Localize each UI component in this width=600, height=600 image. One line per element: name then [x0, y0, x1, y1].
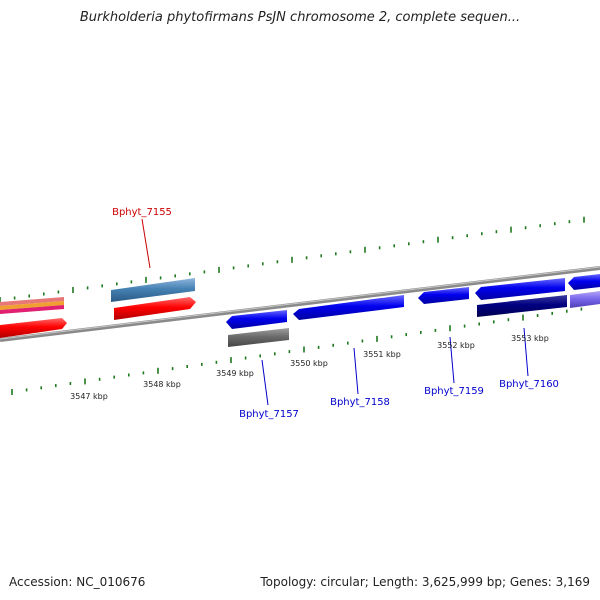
gene-label-bphyt-7160[interactable]: Bphyt_7160 — [499, 379, 559, 390]
scale-label-3548: 3548 kbp — [143, 380, 181, 389]
leader-bphyt-7157 — [261, 359, 269, 406]
gene-bar-navy[interactable] — [477, 295, 567, 317]
leader-bphyt-7158 — [353, 347, 359, 395]
scale-label-3550: 3550 kbp — [290, 359, 328, 368]
genome-backbone-highlight — [0, 266, 600, 340]
genome-summary-text: Topology: circular; Length: 3,625,999 bp… — [260, 575, 590, 589]
map-title: Burkholderia phytofirmans PsJN chromosom… — [79, 10, 521, 25]
scale-label-3553: 3553 kbp — [511, 334, 549, 343]
upper-tick-ring — [0, 216, 585, 303]
gene-arrow-bphyt-7160[interactable] — [475, 278, 565, 300]
lower-tick-ring — [11, 307, 583, 395]
scale-label-3551: 3551 kbp — [363, 350, 401, 359]
gene-arrow-bphyt-7155[interactable] — [114, 297, 196, 320]
leader-bphyt-7160 — [523, 327, 529, 377]
gene-arrow-bphyt-7157[interactable] — [226, 310, 287, 329]
gene-label-bphyt-7157[interactable]: Bphyt_7157 — [239, 409, 299, 420]
genome-backbone — [0, 266, 600, 342]
scale-label-3549: 3549 kbp — [216, 369, 254, 378]
gene-arrow-bphyt-7158[interactable] — [293, 295, 404, 320]
gene-arrow-red-left[interactable] — [0, 318, 67, 338]
gene-label-bphyt-7158[interactable]: Bphyt_7158 — [330, 397, 390, 408]
feature-strip-orange[interactable] — [0, 301, 64, 310]
gene-bar-gray[interactable] — [228, 328, 289, 347]
feature-strip-pink[interactable] — [0, 305, 64, 314]
gene-arrow-blue-right[interactable] — [568, 274, 600, 290]
scale-label-3552: 3552 kbp — [437, 341, 475, 350]
gene-bar-steelblue[interactable] — [111, 278, 195, 302]
gene-label-bphyt-7155[interactable]: Bphyt_7155 — [112, 207, 172, 218]
feature-strip-salmon[interactable] — [0, 297, 64, 306]
gene-bar-purple-right[interactable] — [570, 291, 600, 308]
accession-text: Accession: NC_010676 — [9, 575, 146, 589]
gene-arrow-bphyt-7159[interactable] — [418, 287, 469, 304]
leader-bphyt-7159 — [449, 336, 455, 384]
gene-label-bphyt-7159[interactable]: Bphyt_7159 — [424, 386, 484, 397]
scale-label-3547: 3547 kbp — [70, 392, 108, 401]
leader-bphyt-7155 — [141, 218, 151, 269]
